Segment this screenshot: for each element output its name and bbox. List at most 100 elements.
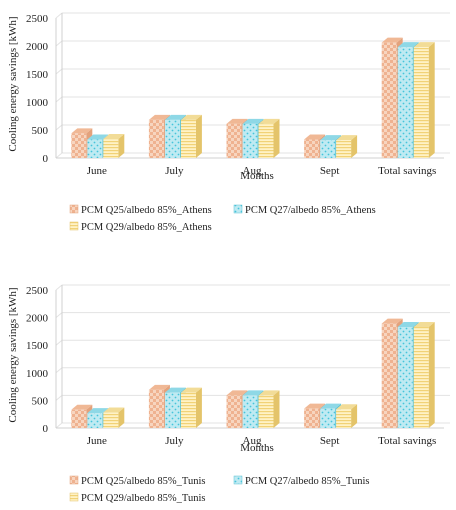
bar <box>180 387 202 428</box>
bar <box>336 404 358 428</box>
bar-front <box>103 138 119 158</box>
bar <box>413 42 435 159</box>
bar-side <box>428 321 435 428</box>
bar <box>258 118 280 158</box>
bar-front <box>397 47 413 159</box>
legend-swatch <box>233 475 243 485</box>
bar-side <box>351 135 358 158</box>
x-tick-label: June <box>87 435 107 447</box>
bar-front <box>381 323 397 428</box>
bar-front <box>336 140 352 158</box>
gridline-depth <box>55 12 63 19</box>
bar-front <box>180 392 196 428</box>
legend-item: PCM Q25/albedo 85%_Tunis <box>69 475 205 487</box>
x-tick-label: Total savings <box>378 165 436 177</box>
bar <box>103 407 125 428</box>
bar-top <box>242 118 264 124</box>
bar-top <box>336 404 358 410</box>
y-tick-label: 0 <box>43 423 49 435</box>
bar-front <box>258 123 274 158</box>
bar-front <box>381 42 397 158</box>
y-tick-label: 1000 <box>26 368 49 380</box>
bar-top <box>103 407 125 413</box>
bar-top <box>258 390 280 396</box>
gridline-depth <box>55 312 63 318</box>
gridline-depth <box>55 395 63 401</box>
bar-top <box>242 390 264 396</box>
bar-top <box>164 114 186 120</box>
bar-top <box>397 321 419 327</box>
y-tick-label: 500 <box>32 395 49 407</box>
bar <box>413 321 435 428</box>
bar-front <box>226 123 242 158</box>
bar-top <box>180 387 202 393</box>
x-tick-label: June <box>87 165 107 177</box>
legend-swatch <box>233 204 243 214</box>
chart-panel-2: 0 500 1000 1500 2000 2500 Cooling energy savin… <box>7 284 450 504</box>
bar-front <box>148 119 164 158</box>
bar-top <box>397 42 419 48</box>
bar-top <box>71 128 93 134</box>
legend-label: PCM Q29/albedo 85%_Tunis <box>81 493 205 504</box>
x-tick-label: July <box>165 165 184 177</box>
bar-side <box>428 42 435 159</box>
bar-side <box>273 390 280 428</box>
bar-top <box>304 403 326 409</box>
bar-top <box>336 135 358 141</box>
bar-front <box>242 123 258 158</box>
bar-top <box>87 134 109 140</box>
y-tick-label: 1000 <box>26 97 49 109</box>
bar-top <box>148 384 170 390</box>
bar-top <box>304 134 326 140</box>
legend-label: PCM Q29/albedo 85%_Athens <box>81 222 212 233</box>
bar-front <box>413 47 429 159</box>
bar-top <box>226 118 248 124</box>
y-tick-label: 0 <box>43 153 49 165</box>
bar-front <box>148 389 164 428</box>
bar-front <box>180 119 196 158</box>
bar-top <box>180 114 202 120</box>
bar-front <box>336 409 352 428</box>
bar-front <box>87 139 103 158</box>
bar <box>180 114 202 158</box>
bar-top <box>381 318 403 324</box>
bar <box>336 135 358 158</box>
bar-top <box>413 321 435 327</box>
legend-label: PCM Q25/albedo 85%_Athens <box>81 205 212 216</box>
bar-side <box>351 404 358 428</box>
x-axis-title: Months <box>240 170 274 182</box>
gridline-depth <box>55 339 63 346</box>
gridline-depth <box>55 40 63 47</box>
x-axis-title: Months <box>240 442 274 454</box>
legend-swatch <box>69 492 79 502</box>
y-tick-label: 2500 <box>26 285 49 297</box>
bar-top <box>320 135 342 141</box>
legend-item: PCM Q27/albedo 85%_Athens <box>233 204 376 216</box>
gridline-depth <box>55 124 63 131</box>
legend-item: PCM Q27/albedo 85%_Tunis <box>233 475 369 487</box>
x-tick-label: July <box>165 435 184 447</box>
bar-front <box>242 395 258 428</box>
gridline-depth <box>55 284 63 291</box>
gridline-depth <box>55 68 63 75</box>
bar-front <box>413 326 429 428</box>
bar-front <box>71 133 87 158</box>
bar-top <box>103 133 125 139</box>
legend-item: PCM Q25/albedo 85%_Athens <box>69 204 212 216</box>
bar-side <box>118 133 125 158</box>
bar-side <box>195 114 202 158</box>
y-tick-label: 2000 <box>26 313 49 325</box>
y-tick-label: 500 <box>32 125 49 137</box>
bar-top <box>320 403 342 409</box>
bar-top <box>87 408 109 414</box>
y-axis-title: Cooling energy savings [kWh] <box>7 287 19 422</box>
bar-front <box>320 140 336 158</box>
x-tick-label: Sept <box>320 165 340 177</box>
x-tick-label: Total savings <box>378 435 436 447</box>
y-axis-title: Cooling energy savings [kWh] <box>7 16 19 151</box>
legend-swatch <box>69 204 79 214</box>
chart-panel-1: 0 500 1000 1500 2000 2500 Cooling energy savin… <box>7 12 450 233</box>
gridline-depth <box>55 152 63 159</box>
y-tick-label: 1500 <box>26 69 49 81</box>
